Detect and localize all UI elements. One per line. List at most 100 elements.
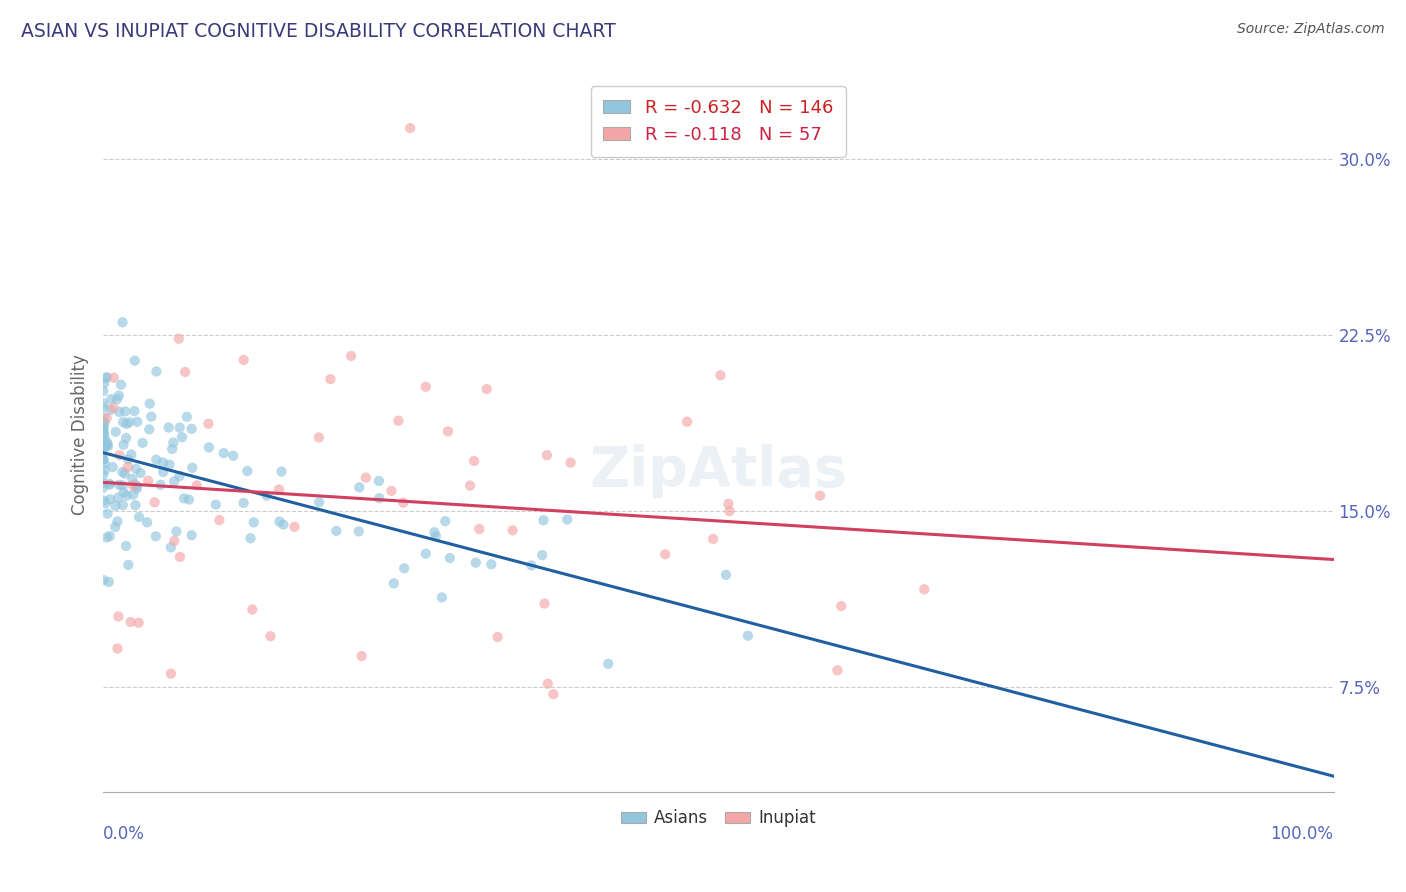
Point: [533, 597, 555, 611]
Point: [91, 420, 114, 434]
Point: [96, 435, 118, 450]
Point: [136, 474, 159, 488]
Point: [91, 443, 114, 458]
Point: [232, 352, 254, 367]
Point: [127, 415, 149, 429]
Point: [145, 529, 167, 543]
Point: [128, 510, 150, 524]
Point: [120, 615, 142, 629]
Point: [173, 491, 195, 506]
Text: 0.0%: 0.0%: [103, 824, 145, 843]
Point: [91, 452, 114, 467]
Point: [91, 439, 114, 453]
Point: [205, 498, 228, 512]
Point: [131, 435, 153, 450]
Point: [415, 547, 437, 561]
Point: [145, 364, 167, 378]
Point: [273, 517, 295, 532]
Point: [319, 372, 342, 386]
Point: [115, 539, 138, 553]
Point: [392, 496, 415, 510]
Point: [111, 498, 134, 512]
Point: [93, 427, 115, 442]
Point: [283, 520, 305, 534]
Point: [93, 430, 115, 444]
Point: [382, 576, 405, 591]
Point: [486, 630, 509, 644]
Point: [98, 477, 121, 491]
Point: [520, 558, 543, 573]
Point: [136, 516, 159, 530]
Point: [112, 438, 135, 452]
Point: [124, 477, 146, 491]
Point: [93, 425, 115, 440]
Point: [93, 573, 115, 587]
Point: [107, 641, 129, 656]
Point: [100, 402, 122, 417]
Point: [117, 558, 139, 572]
Point: [96, 370, 118, 384]
Point: [654, 547, 676, 561]
Point: [160, 541, 183, 555]
Point: [98, 477, 121, 491]
Point: [808, 489, 831, 503]
Point: [104, 520, 127, 534]
Point: [143, 495, 166, 509]
Point: [108, 405, 131, 419]
Point: [242, 516, 264, 530]
Y-axis label: Cognitive Disability: Cognitive Disability: [72, 354, 89, 516]
Point: [170, 430, 193, 444]
Point: [115, 417, 138, 431]
Point: [114, 404, 136, 418]
Point: [208, 513, 231, 527]
Point: [718, 504, 741, 518]
Point: [93, 417, 115, 431]
Point: [240, 602, 263, 616]
Point: [91, 481, 114, 495]
Point: [437, 425, 460, 439]
Point: [138, 397, 160, 411]
Point: [239, 531, 262, 545]
Point: [128, 615, 150, 630]
Point: [533, 513, 555, 527]
Point: [108, 388, 131, 402]
Point: [387, 414, 409, 428]
Point: [434, 514, 457, 528]
Point: [165, 524, 187, 539]
Point: [111, 315, 134, 329]
Text: ZipAtlas: ZipAtlas: [589, 443, 848, 498]
Point: [97, 437, 120, 451]
Point: [108, 478, 131, 492]
Point: [737, 629, 759, 643]
Point: [91, 452, 114, 467]
Point: [129, 466, 152, 480]
Point: [152, 465, 174, 479]
Legend: Asians, Inupiat: Asians, Inupiat: [614, 803, 823, 834]
Point: [232, 496, 254, 510]
Point: [367, 474, 389, 488]
Point: [93, 436, 115, 450]
Text: 100.0%: 100.0%: [1271, 824, 1333, 843]
Point: [236, 464, 259, 478]
Point: [537, 676, 560, 690]
Point: [93, 396, 115, 410]
Text: Source: ZipAtlas.com: Source: ZipAtlas.com: [1237, 22, 1385, 37]
Point: [122, 488, 145, 502]
Point: [176, 409, 198, 424]
Point: [502, 524, 524, 538]
Point: [325, 524, 347, 538]
Point: [912, 582, 935, 597]
Point: [125, 482, 148, 496]
Point: [91, 420, 114, 434]
Point: [267, 483, 290, 497]
Point: [145, 452, 167, 467]
Point: [197, 417, 219, 431]
Point: [425, 529, 447, 543]
Point: [138, 422, 160, 436]
Point: [259, 629, 281, 643]
Point: [105, 392, 128, 407]
Point: [124, 498, 146, 512]
Point: [350, 648, 373, 663]
Point: [115, 431, 138, 445]
Point: [709, 368, 731, 383]
